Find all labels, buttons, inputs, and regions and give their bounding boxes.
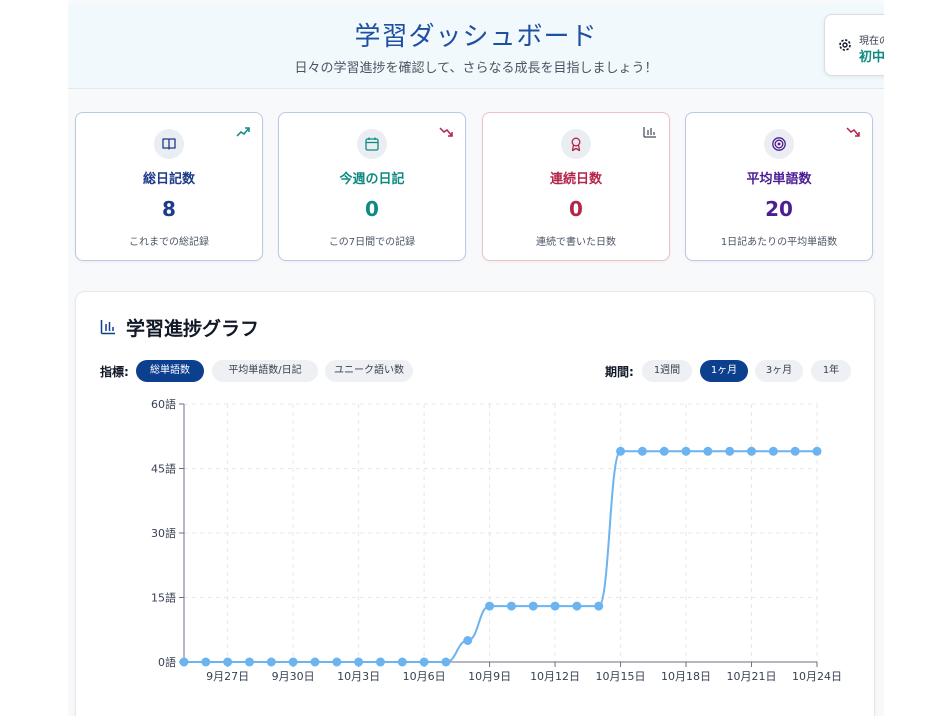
x-tick-label: 9月30日 [272, 670, 315, 683]
stat-label: 平均単語数 [746, 172, 812, 187]
stat-desc: 1日記あたりの平均単語数 [720, 237, 838, 248]
header: 学習ダッシュボード 日々の学習進捗を確認して、さらなる成長を目指しましょう！ 現… [68, 4, 884, 89]
stat-value: 20 [765, 197, 793, 221]
data-point [354, 657, 364, 667]
stat-card-this-week: 今週の日記 0 この7日間での記録 [278, 112, 466, 261]
metric-pill-avg-words[interactable]: 平均単語数/日記 [212, 360, 318, 382]
stat-icon-wrap [357, 129, 387, 159]
stat-value: 0 [365, 197, 379, 221]
stat-desc: 連続で書いた日数 [536, 237, 616, 248]
stat-label: 今週の日記 [339, 172, 405, 187]
data-point [506, 601, 516, 611]
x-tick-label: 10月3日 [337, 670, 380, 683]
stat-card-avg-words: 平均単語数 20 1日記あたりの平均単語数 [685, 112, 873, 261]
data-point [288, 657, 298, 667]
level-value: 初中 [859, 50, 884, 65]
data-point [659, 446, 669, 456]
page-title: 学習ダッシュボード [354, 22, 598, 52]
stat-label: 連続日数 [549, 172, 602, 187]
x-tick-label: 10月9日 [468, 670, 511, 683]
series-line [184, 450, 818, 663]
level-label: 現在の [859, 36, 884, 47]
period-pill-3months[interactable]: 3ヶ月 [755, 360, 803, 382]
stat-icon-wrap [154, 129, 184, 159]
data-point [223, 657, 233, 667]
stat-icon-wrap [561, 129, 591, 159]
bar-chart-icon [643, 127, 656, 138]
y-tick-label: 30語 [151, 526, 176, 540]
stat-icon-wrap [764, 129, 794, 159]
gear-icon [839, 39, 851, 51]
data-point [244, 657, 254, 667]
y-tick-label: 15語 [151, 591, 176, 605]
x-tick-label: 10月15日 [596, 670, 646, 683]
stat-desc: この7日間での記録 [328, 237, 416, 248]
data-point [812, 446, 822, 456]
x-tick-label: 10月24日 [792, 670, 842, 683]
data-point [375, 657, 385, 667]
data-point [550, 601, 560, 611]
level-card[interactable]: 現在の 初中 [824, 14, 884, 76]
data-point [637, 446, 647, 456]
x-tick-label: 9月27日 [206, 670, 249, 683]
bar-chart-icon [100, 320, 115, 335]
data-point [616, 446, 626, 456]
trend-down-icon [439, 127, 453, 137]
stat-card-streak: 連続日数 0 連続で書いた日数 [482, 112, 670, 261]
data-point [463, 636, 473, 645]
trend-up-icon [236, 127, 250, 137]
data-point [485, 601, 495, 611]
metric-pill-total-words[interactable]: 総単語数 [136, 360, 204, 382]
data-point [397, 657, 407, 667]
data-point [310, 657, 320, 667]
y-tick-label: 0語 [158, 655, 176, 669]
data-point [703, 446, 713, 456]
x-tick-label: 10月6日 [403, 670, 446, 683]
data-point [332, 657, 342, 667]
stat-desc: これまでの総記録 [129, 237, 209, 248]
data-point [441, 657, 451, 667]
target-icon [772, 137, 786, 151]
calendar-icon [365, 137, 379, 151]
x-tick-label: 10月18日 [661, 670, 711, 683]
stat-value: 0 [569, 197, 583, 221]
x-tick-label: 10月12日 [530, 670, 580, 683]
stat-label: 総日記数 [142, 172, 195, 187]
data-point [179, 657, 189, 667]
data-point [681, 446, 691, 456]
page-subtitle: 日々の学習進捗を確認して、さらなる成長を目指しましょう！ [294, 61, 658, 76]
data-point [768, 446, 778, 456]
y-tick-label: 45語 [151, 462, 176, 476]
data-point [747, 446, 757, 456]
data-point [201, 657, 211, 667]
data-point [572, 601, 582, 611]
data-point [528, 601, 538, 611]
data-point [790, 446, 800, 456]
chart-title: 学習進捗グラフ [126, 318, 260, 340]
x-tick-label: 10月21日 [727, 670, 777, 683]
period-pill-1month[interactable]: 1ヶ月 [700, 360, 748, 382]
data-point [725, 446, 735, 456]
award-icon [571, 137, 581, 152]
stat-card-total-diaries: 総日記数 8 これまでの総記録 [75, 112, 263, 261]
y-tick-label: 60語 [151, 397, 176, 411]
period-label: 期間: [605, 365, 634, 379]
metric-pill-unique-vocab[interactable]: ユニーク語い数 [325, 360, 413, 382]
metric-label: 指標: [100, 365, 129, 379]
progress-chart-card: 学習進捗グラフ 指標: 総単語数 平均単語数/日記 ユニーク語い数 期間: 1週… [75, 291, 875, 716]
data-point [266, 657, 276, 667]
book-icon [162, 138, 176, 150]
period-pill-1week[interactable]: 1週間 [642, 360, 692, 382]
period-pill-1year[interactable]: 1年 [811, 360, 851, 382]
line-chart: 0語 15語 30語 45語 60語 9月27日 9月30日 10月3日 10月6日 10月9日 1… [151, 397, 842, 683]
data-point [419, 657, 429, 667]
stat-value: 8 [162, 197, 176, 221]
dashboard-page: 学習ダッシュボード 日々の学習進捗を確認して、さらなる成長を目指しましょう！ 現… [68, 0, 884, 716]
data-point [594, 601, 604, 611]
trend-down-icon [846, 127, 860, 137]
